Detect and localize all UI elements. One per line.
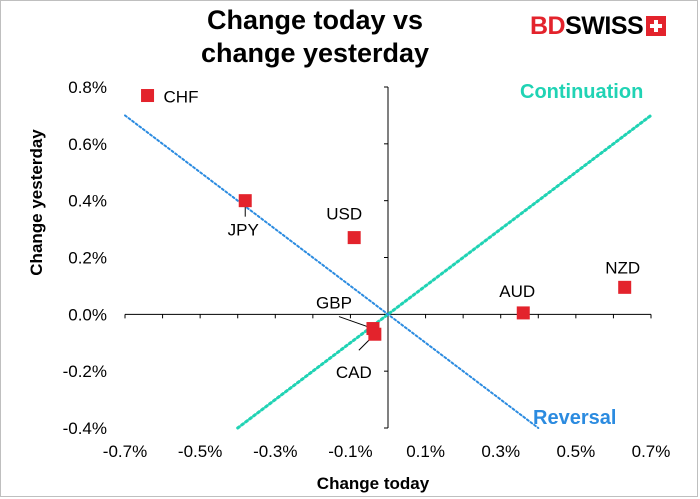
x-tick-label: 0.3% bbox=[481, 442, 520, 461]
data-label-jpy: JPY bbox=[228, 221, 259, 240]
y-tick-label: 0.4% bbox=[68, 192, 107, 211]
data-point-chf bbox=[141, 89, 155, 103]
logo-text-swiss: SWISS bbox=[565, 12, 644, 40]
continuation-line bbox=[236, 113, 653, 430]
data-label-chf: CHF bbox=[164, 88, 199, 107]
bdswiss-logo: BDSWISS bbox=[530, 12, 667, 41]
chart-title-line-1: Change today vs bbox=[206, 5, 424, 35]
swiss-flag-icon bbox=[646, 16, 667, 36]
y-tick-label: 0.2% bbox=[68, 249, 107, 268]
x-tick-label: -0.5% bbox=[178, 442, 222, 461]
data-point-usd bbox=[347, 231, 361, 245]
y-tick-label: 0.0% bbox=[68, 305, 107, 324]
reversal-line bbox=[124, 114, 540, 429]
data-point-aud bbox=[516, 306, 530, 320]
chart-title-line-2: change yesterday bbox=[200, 38, 430, 68]
y-tick-label: -0.2% bbox=[63, 362, 107, 381]
data-label-cad: CAD bbox=[336, 363, 372, 382]
y-tick-label: 0.6% bbox=[68, 135, 107, 154]
y-axis-title: Change yesterday bbox=[27, 129, 46, 276]
data-label-aud: AUD bbox=[499, 282, 535, 301]
x-tick-label: 0.1% bbox=[406, 442, 445, 461]
data-point-cad bbox=[368, 327, 382, 341]
data-point-jpy bbox=[238, 194, 252, 208]
logo-text-bd: BD bbox=[530, 12, 566, 40]
x-tick-label: 0.7% bbox=[632, 442, 671, 461]
data-point-nzd bbox=[618, 280, 632, 294]
data-label-usd: USD bbox=[326, 205, 362, 224]
data-label-gbp: GBP bbox=[316, 294, 352, 313]
reversal-label: Reversal bbox=[533, 407, 616, 429]
continuation-label: Continuation bbox=[520, 81, 643, 103]
data-label-nzd: NZD bbox=[605, 258, 640, 277]
x-tick-label: -0.3% bbox=[253, 442, 297, 461]
y-tick-label: -0.4% bbox=[63, 419, 107, 438]
y-tick-label: 0.8% bbox=[68, 78, 107, 97]
x-axis-title: Change today bbox=[317, 474, 430, 493]
x-tick-label: -0.7% bbox=[103, 442, 147, 461]
chart-title: Change today vs change yesterday bbox=[150, 4, 480, 70]
x-tick-label: 0.5% bbox=[556, 442, 595, 461]
x-tick-label: -0.1% bbox=[328, 442, 372, 461]
